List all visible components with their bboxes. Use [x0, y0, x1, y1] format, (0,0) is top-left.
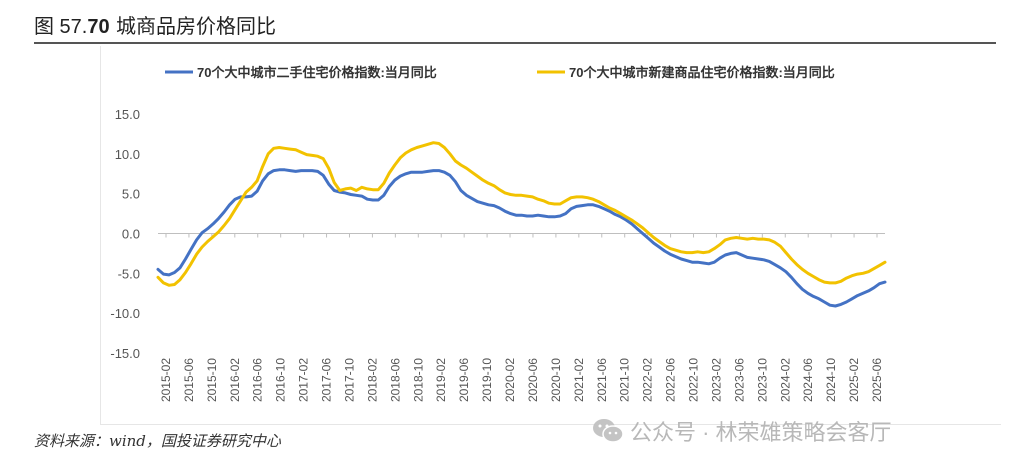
x-tick-label: 2025-02	[847, 358, 861, 402]
x-tick-label: 2017-10	[342, 358, 356, 402]
x-tick-label: 2019-06	[457, 358, 471, 402]
x-tick-label: 2017-02	[297, 358, 311, 402]
x-tick-label: 2015-02	[159, 358, 173, 402]
x-tick-label: 2022-06	[664, 358, 678, 402]
x-tick-label: 2023-06	[732, 358, 746, 402]
x-tick-label: 2016-06	[251, 358, 265, 402]
x-tick-label: 2020-06	[526, 358, 540, 402]
y-tick-label: 15.0	[115, 107, 140, 122]
y-tick-label: -15.0	[110, 346, 140, 361]
y-tick-label: 0.0	[122, 227, 140, 242]
watermark: 公众号 · 林荣雄策略会客厅	[592, 414, 892, 448]
x-tick-label: 2022-10	[687, 358, 701, 402]
x-tick-label: 2016-02	[228, 358, 242, 402]
x-tick-label: 2015-06	[182, 358, 196, 402]
legend-label-2: 70个大中城市新建商品住宅价格指数:当月同比	[569, 65, 835, 80]
source-note: 资料来源：wind，国投证券研究中心	[34, 432, 281, 450]
x-tick-label: 2019-10	[480, 358, 494, 402]
series-line-1	[156, 168, 887, 308]
x-tick-label: 2021-10	[618, 358, 632, 402]
wechat-icon	[592, 417, 624, 445]
legend-label-1: 70个大中城市二手住宅价格指数:当月同比	[197, 65, 437, 80]
line-chart: 15.0 10.0 5.0 0.0 -5.0 -10.0 -15.0 2015-02 2015-…	[110, 65, 887, 402]
x-tick-label: 2017-06	[320, 358, 334, 402]
x-tick-label: 2019-02	[434, 358, 448, 402]
x-tick-label: 2021-06	[595, 358, 609, 402]
x-tick-label: 2024-10	[824, 358, 838, 402]
x-tick-label: 2015-10	[205, 358, 219, 402]
chart-frame	[100, 46, 1001, 425]
x-tick-label: 2020-02	[503, 358, 517, 402]
x-tick-label: 2016-10	[274, 358, 288, 402]
x-tick-label: 2018-06	[388, 358, 402, 402]
x-tick-label: 2024-02	[778, 358, 792, 402]
series-line-2	[156, 141, 887, 287]
x-tick-label: 2022-02	[641, 358, 655, 402]
figure-title-rest: 城商品房价格同比	[115, 14, 276, 38]
x-tick-label: 2023-02	[709, 358, 723, 402]
y-tick-label: -10.0	[110, 306, 140, 321]
y-tick-label: 5.0	[122, 187, 140, 202]
x-tick-label: 2025-06	[870, 358, 884, 402]
x-tick-label: 2021-02	[572, 358, 586, 402]
y-tick-label: -5.0	[118, 266, 140, 281]
figure-title-prefix: 图 57.	[34, 16, 88, 38]
watermark-text: 公众号 · 林荣雄策略会客厅	[630, 420, 892, 445]
figure-title-bold: 70	[87, 16, 110, 38]
x-tick-label: 2018-02	[365, 358, 379, 402]
figure-title: 图 57.70 城商品房价格同比	[34, 10, 276, 39]
title-rule	[34, 42, 996, 44]
x-tick-label: 2023-10	[755, 358, 769, 402]
x-tick-label: 2020-10	[549, 358, 563, 402]
x-tick-label: 2018-10	[411, 358, 425, 402]
y-tick-label: 10.0	[115, 147, 140, 162]
x-tick-label: 2024-06	[801, 358, 815, 402]
